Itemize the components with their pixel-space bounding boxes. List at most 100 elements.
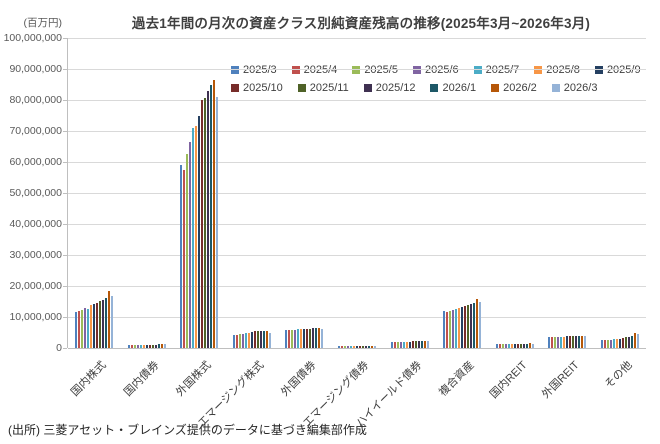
- bar: [180, 165, 183, 348]
- bar: [309, 328, 312, 348]
- bar: [256, 330, 259, 348]
- y-axis-line: [67, 38, 68, 348]
- bar: [303, 329, 306, 348]
- legend-row: 2025/10 2025/11 2025/12 2026/1 2026/2 2026/3: [231, 82, 656, 94]
- legend-item: 2025/3: [231, 64, 277, 76]
- y-tick-label: 30,000,000: [9, 249, 62, 261]
- bar: [262, 330, 265, 348]
- bar: [618, 338, 621, 348]
- bar: [405, 341, 408, 348]
- bar: [495, 343, 498, 348]
- y-tick-label: 80,000,000: [9, 94, 62, 106]
- bar: [75, 312, 78, 348]
- legend-label: 2025/12: [375, 82, 416, 94]
- legend-label: 2026/2: [503, 82, 537, 94]
- bar: [288, 330, 291, 348]
- bar: [566, 336, 569, 348]
- bar: [470, 303, 473, 348]
- legend-swatch-icon: [363, 84, 372, 92]
- gridline: [68, 69, 646, 70]
- bar: [476, 299, 479, 348]
- bar: [569, 336, 572, 348]
- bar: [195, 126, 198, 348]
- bar: [411, 341, 414, 348]
- bar: [259, 330, 262, 348]
- bar-group: [121, 38, 174, 348]
- bar: [581, 335, 584, 348]
- legend-swatch-icon: [231, 66, 239, 74]
- bar-group: [541, 38, 594, 348]
- bar: [244, 333, 247, 348]
- y-tick-label: 20,000,000: [9, 280, 62, 292]
- legend-item: 2025/5: [352, 64, 398, 76]
- legend-swatch-icon: [491, 84, 500, 92]
- axis-tick: [63, 348, 67, 349]
- legend-item: 2025/7: [473, 64, 520, 76]
- legend-swatch-icon: [534, 66, 543, 74]
- y-axis-unit-label: (百万円): [23, 17, 63, 29]
- bar: [268, 332, 271, 348]
- legend-swatch-icon: [352, 66, 361, 74]
- bar: [473, 302, 476, 348]
- bar: [528, 343, 531, 348]
- bar: [253, 331, 256, 348]
- axis-tick: [63, 162, 67, 163]
- legend-swatch-icon: [430, 84, 439, 92]
- bar: [575, 335, 578, 348]
- legend-item: 2026/1: [430, 82, 476, 94]
- bar: [157, 344, 160, 348]
- bar: [318, 328, 321, 348]
- y-tick-label: 0: [56, 342, 62, 354]
- bar: [96, 303, 99, 348]
- bar: [139, 344, 142, 348]
- axis-tick: [63, 131, 67, 132]
- gridline: [68, 100, 646, 101]
- gridline: [68, 131, 646, 132]
- bar: [615, 339, 618, 348]
- axis-tick: [63, 69, 67, 70]
- bar: [446, 312, 449, 348]
- x-category-label: 国内債券: [121, 359, 162, 399]
- bar: [315, 328, 318, 348]
- legend-label: 2025/3: [243, 64, 277, 76]
- gridline: [68, 38, 646, 39]
- legend-label: 2025/7: [485, 64, 520, 76]
- bar: [420, 341, 423, 348]
- bar: [467, 305, 470, 348]
- bar: [507, 343, 510, 348]
- gridline: [68, 224, 646, 225]
- bar: [232, 334, 235, 348]
- plot-area: 2025/3 2025/4 2025/5 2025/6 2025/7 2025/8 2025…: [4, 32, 646, 430]
- axis-tick: [63, 317, 67, 318]
- legend-label: 2025/5: [364, 64, 398, 76]
- bar: [361, 345, 364, 348]
- bar: [343, 345, 346, 348]
- bar: [498, 343, 501, 348]
- bar: [99, 301, 102, 348]
- bar: [364, 345, 367, 348]
- bar: [151, 344, 154, 348]
- y-tick-label: 60,000,000: [9, 156, 62, 168]
- y-tick-label: 70,000,000: [9, 125, 62, 137]
- bar: [417, 341, 420, 348]
- bar: [291, 330, 294, 348]
- bar: [458, 308, 461, 348]
- legend-row: 2025/3 2025/4 2025/5 2025/6 2025/7 2025/8 2025…: [231, 64, 656, 76]
- bar-group: [488, 38, 541, 348]
- bar: [510, 343, 513, 348]
- bar: [513, 343, 516, 348]
- legend-item: 2025/4: [291, 64, 337, 76]
- bar: [551, 336, 554, 348]
- legend-label: 2026/1: [442, 82, 477, 94]
- bar: [87, 308, 90, 348]
- bar: [519, 343, 522, 348]
- legend-swatch-icon: [291, 66, 300, 74]
- bar: [633, 332, 636, 348]
- axis-tick: [63, 193, 67, 194]
- legend-swatch-icon: [551, 84, 560, 92]
- bar: [464, 306, 467, 348]
- axis-tick: [63, 224, 67, 225]
- bar: [352, 345, 355, 348]
- page-title: 過去1年間の月次の資産クラス別純資産残高の推移(2025年3月~2026年3月): [131, 16, 591, 31]
- bar: [390, 341, 393, 348]
